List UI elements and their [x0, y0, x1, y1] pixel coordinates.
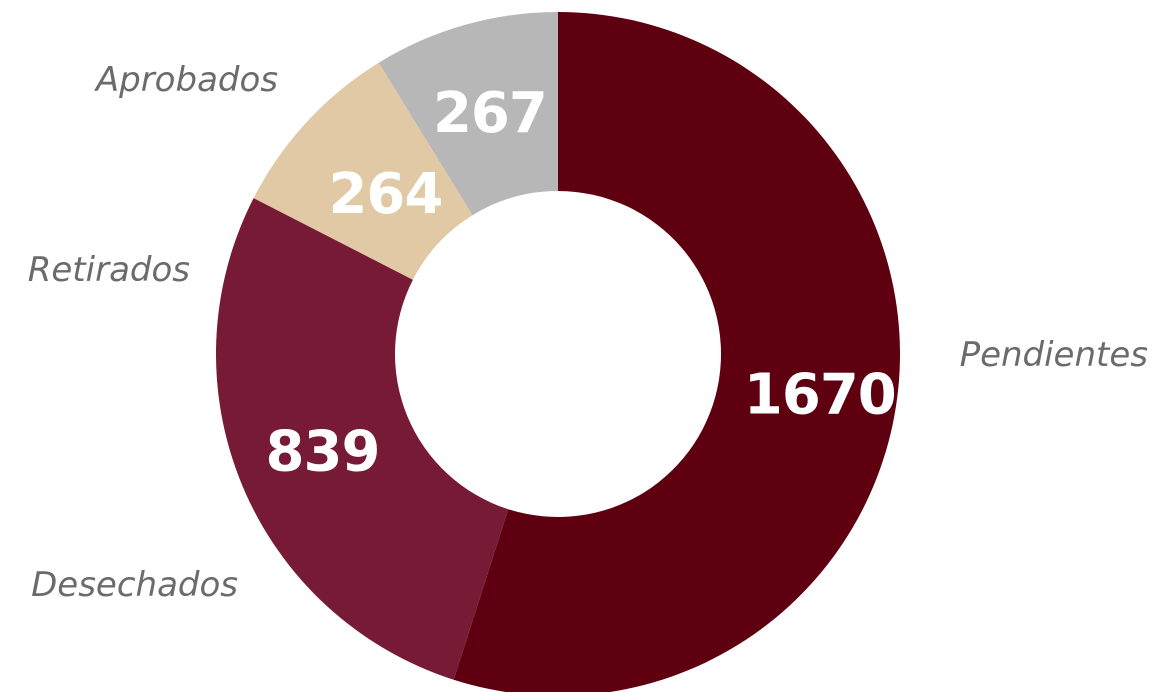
slice-pendientes — [453, 12, 901, 692]
value-label-desechados: 839 — [266, 419, 380, 484]
slice-desechados — [215, 198, 509, 680]
category-label-desechados: Desechados — [31, 565, 238, 605]
slice-value-labels: 1670 839 264 267 — [266, 81, 897, 484]
value-label-pendientes: 1670 — [744, 362, 896, 427]
slice-aprobados — [378, 11, 558, 216]
slice-retirados — [253, 62, 473, 280]
category-label-retirados: Retirados — [28, 250, 190, 290]
value-label-aprobados: 267 — [433, 81, 547, 146]
value-label-retirados: 264 — [328, 162, 442, 227]
category-label-aprobados: Aprobados — [94, 60, 278, 100]
donut-slices — [215, 11, 901, 692]
slice-category-labels: Pendientes Desechados Retirados Aprobados — [28, 60, 1148, 605]
category-label-pendientes: Pendientes — [960, 335, 1148, 375]
